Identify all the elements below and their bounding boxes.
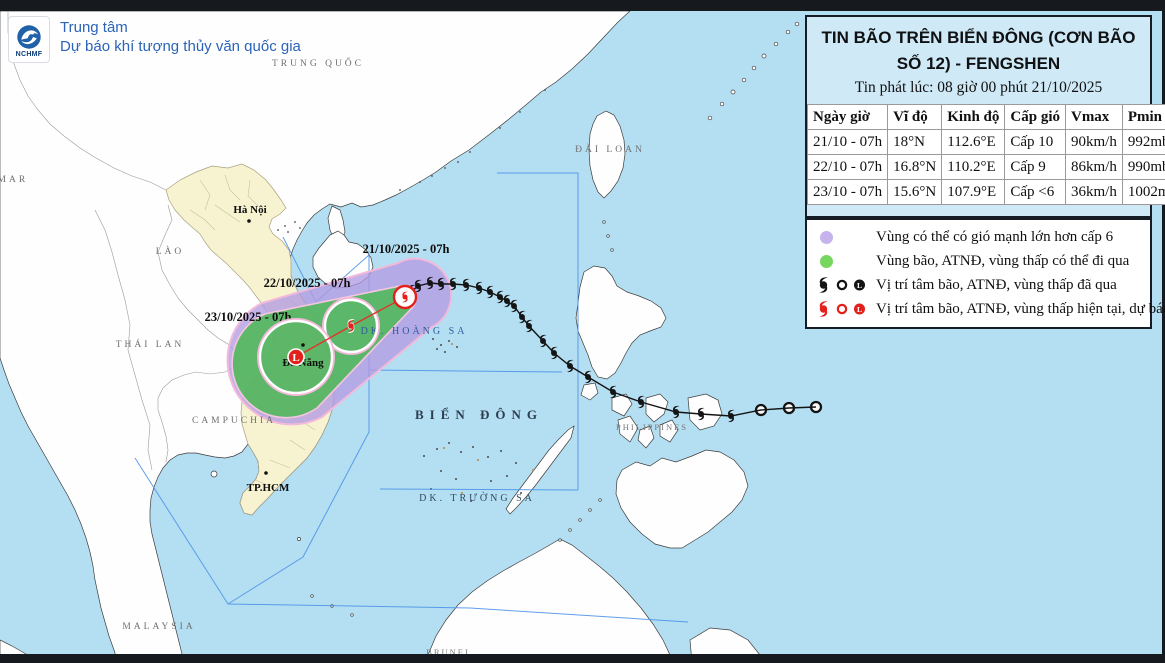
org-name-line1: Trung tâm	[60, 19, 128, 36]
org-name: Trung tâm Dự báo khí tượng thủy văn quốc…	[60, 16, 301, 56]
col-header-windlevel: Cấp gió	[1004, 104, 1066, 130]
legend-label: Vùng bão, ATNĐ, vùng thấp có thể đi qua	[876, 252, 1130, 269]
bulletin-issued-time: Tin phát lúc: 08 giờ 00 phút 21/10/2025	[854, 79, 1103, 96]
forecast-row: 23/10 - 07h 15.6°N 107.9°E Cấp <6 36km/h…	[806, 179, 1165, 205]
low-forecast-icon: L	[853, 303, 866, 315]
cell-vmax: 90km/h	[1064, 129, 1123, 155]
right-window-bar	[1162, 0, 1165, 663]
map-label-country: ANMAR	[0, 175, 28, 185]
city-dot	[264, 471, 268, 475]
cell-datetime: 21/10 - 07h	[806, 129, 889, 155]
legend-row-track-area: Vùng bão, ATNĐ, vùng thấp có thể đi qua	[807, 249, 1150, 273]
map-label-date: 21/10/2025 - 07h	[363, 242, 450, 256]
cell-lon: 110.2°E	[941, 154, 1006, 180]
cell-lon: 107.9°E	[941, 179, 1006, 205]
legend-row-forecast-markers: L Vị trí tâm bão, ATNĐ, vùng thấp hiện t…	[807, 297, 1165, 321]
org-name-line2: Dự báo khí tượng thủy văn quốc gia	[60, 38, 301, 55]
typhoon-past-icon	[819, 277, 828, 293]
forecast-table: Ngày giờ Vĩ độ Kinh độ Cấp gió Vmax Pmin…	[806, 104, 1165, 205]
cell-pmin: 992mb	[1121, 129, 1165, 155]
ring-forecast-icon	[836, 303, 848, 315]
col-header-lon: Kinh độ	[941, 104, 1006, 130]
top-window-bar	[0, 0, 1165, 11]
map-label-country-sm: BRUNEI	[426, 647, 470, 657]
bottom-window-bar	[0, 654, 1165, 663]
typhoon-forecast-icon	[819, 301, 828, 317]
legend-label: Vùng có thể có gió mạnh lớn hơn cấp 6	[876, 228, 1114, 245]
map-label-sea-blue: DK. HOÀNG SA	[361, 325, 468, 337]
forecast-radius-halo	[257, 318, 335, 396]
cell-lat: 18°N	[887, 129, 943, 155]
cell-pmin: 990mb	[1121, 154, 1165, 180]
storm-info-panel: TIN BÃO TRÊN BIỂN ĐÔNG (CƠN BÃO SỐ 12) -…	[805, 15, 1165, 218]
svg-text:L: L	[857, 305, 862, 314]
cell-datetime: 23/10 - 07h	[806, 179, 889, 205]
cell-vmax: 36km/h	[1064, 179, 1123, 205]
coastal-specks	[277, 89, 546, 502]
forecast-table-header-row: Ngày giờ Vĩ độ Kinh độ Cấp gió Vmax Pmin	[806, 104, 1165, 130]
wind-area-dot-icon	[820, 230, 833, 244]
legend-label: Vị trí tâm bão, ATNĐ, vùng thấp đã qua	[876, 276, 1117, 293]
cell-lat: 15.6°N	[887, 179, 943, 205]
map-label-sea: DK. TRƯỜNG SA	[419, 492, 535, 504]
low-past-icon: L	[853, 279, 866, 291]
ring-past-icon	[836, 279, 848, 291]
forecast-low-L-label: L	[292, 352, 299, 364]
map-label-country: ĐÀI LOAN	[575, 143, 645, 155]
cell-vmax: 86km/h	[1064, 154, 1123, 180]
cell-windlevel: Cấp 9	[1004, 154, 1066, 180]
legend-panel: Vùng có thể có gió mạnh lớn hơn cấp 6 Vù…	[805, 218, 1165, 329]
forecast-low-marker	[287, 348, 305, 366]
cell-datetime: 22/10 - 07h	[806, 154, 889, 180]
cell-lon: 112.6°E	[941, 129, 1006, 155]
reef-specks	[442, 342, 535, 495]
col-header-lat: Vĩ độ	[887, 104, 943, 130]
forecast-row: 21/10 - 07h 18°N 112.6°E Cấp 10 90km/h 9…	[806, 129, 1165, 155]
forecast-radius-circle	[258, 319, 334, 395]
nchmf-logo-text: NCHMF	[15, 50, 43, 58]
map-label-country: THÁI LAN	[116, 338, 185, 350]
map-label-city: Hà Nội	[233, 204, 266, 216]
map-label-city: TP.HCM	[247, 482, 290, 494]
map-label-country-sm: PHILIPPINES	[616, 422, 688, 432]
map-label-country: MALAYSIA	[122, 622, 195, 632]
col-header-pmin: Pmin	[1121, 104, 1165, 130]
legend-row-wind-area: Vùng có thể có gió mạnh lớn hơn cấp 6	[807, 225, 1150, 249]
forecast-radius-circle	[323, 298, 379, 354]
col-header-vmax: Vmax	[1064, 104, 1123, 130]
map-label-country: TRUNG QUỐC	[272, 56, 364, 69]
storm-bulletin-title: TIN BÃO TRÊN BIỂN ĐÔNG (CƠN BÃO SỐ 12) -…	[821, 28, 1136, 73]
site-header: NCHMF Trung tâm Dự báo khí tượng thủy vă…	[8, 16, 301, 63]
forecast-radius-halo	[322, 297, 380, 355]
cell-windlevel: Cấp <6	[1004, 179, 1066, 205]
nchmf-logo[interactable]: NCHMF	[8, 16, 50, 63]
cell-windlevel: Cấp 10	[1004, 129, 1066, 155]
track-area-dot-icon	[820, 254, 833, 268]
legend-label: Vị trí tâm bão, ATNĐ, vùng thấp hiện tại…	[876, 300, 1165, 317]
cell-lat: 16.8°N	[887, 154, 943, 180]
forecast-row: 22/10 - 07h 16.8°N 110.2°E Cấp 9 86km/h …	[806, 154, 1165, 180]
map-label-country: LÀO	[156, 245, 185, 257]
islands	[0, 21, 800, 663]
cell-pmin: 1002mb	[1121, 179, 1165, 205]
map-label-country: CAMPUCHIA	[192, 416, 276, 426]
city-dot	[247, 219, 251, 223]
vietnam-landmass	[165, 163, 335, 516]
map-label-date: 23/10/2025 - 07h	[205, 310, 292, 324]
col-header-datetime: Ngày giờ	[806, 104, 889, 130]
map-label-sea-major: BIỂN ĐÔNG	[415, 407, 543, 422]
svg-text:L: L	[857, 281, 862, 290]
nchmf-logo-emblem	[17, 24, 41, 49]
city-dot	[301, 343, 305, 347]
legend-row-past-markers: L Vị trí tâm bão, ATNĐ, vùng thấp đã qua	[807, 273, 1150, 297]
map-label-date: 22/10/2025 - 07h	[264, 276, 351, 290]
